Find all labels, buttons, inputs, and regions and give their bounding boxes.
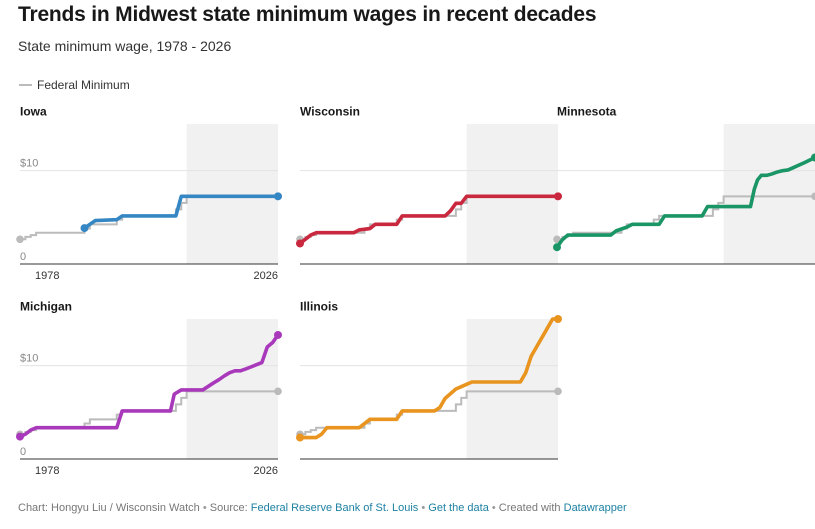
x-tick-label: 1978 bbox=[35, 465, 59, 477]
footer-datawrapper-link[interactable]: Datawrapper bbox=[563, 502, 627, 514]
state-line-illinois bbox=[298, 317, 560, 440]
highlight-band-iowa bbox=[186, 124, 278, 264]
panel-title-wisconsin: Wisconsin bbox=[300, 105, 360, 119]
highlight-band-illinois bbox=[466, 319, 558, 459]
state-line-michigan bbox=[18, 333, 280, 439]
panel-title-illinois: Illinois bbox=[300, 300, 338, 314]
state-start-point-wisconsin bbox=[296, 239, 304, 248]
federal-end-point-illinois bbox=[554, 387, 562, 396]
chart-subtitle: State minimum wage, 1978 - 2026 bbox=[18, 38, 232, 54]
footer: Chart: Hongyu Liu / Wisconsin Watch • So… bbox=[18, 502, 627, 514]
federal-minimum-line-iowa bbox=[20, 195, 278, 241]
panel-title-iowa: Iowa bbox=[20, 105, 47, 119]
y-tick-label: 0 bbox=[20, 251, 26, 263]
state-line-iowa bbox=[82, 194, 280, 230]
footer-source-label: Source: bbox=[209, 502, 248, 514]
x-tick-label: 2026 bbox=[254, 270, 278, 282]
state-start-point-minnesota bbox=[553, 243, 561, 252]
state-end-point-iowa bbox=[274, 192, 282, 201]
federal-start-point-minnesota bbox=[553, 235, 561, 244]
federal-end-point-michigan bbox=[274, 387, 282, 396]
state-start-point-iowa bbox=[80, 224, 89, 233]
panel-title-minnesota: Minnesota bbox=[557, 105, 617, 119]
state-line-wisconsin bbox=[298, 194, 560, 246]
footer-data-link[interactable]: Get the data bbox=[428, 502, 489, 514]
state-line-minnesota bbox=[555, 155, 815, 249]
footer-credit: Chart: Hongyu Liu / Wisconsin Watch bbox=[18, 502, 200, 514]
x-tick-label: 2026 bbox=[254, 465, 278, 477]
panel-title-michigan: Michigan bbox=[20, 300, 72, 314]
y-tick-label: $10 bbox=[20, 353, 38, 365]
highlight-band-minnesota bbox=[723, 124, 815, 264]
state-start-point-michigan bbox=[16, 432, 24, 441]
footer-created-label: Created with bbox=[498, 502, 561, 514]
federal-start-point-iowa bbox=[16, 235, 24, 244]
state-start-point-illinois bbox=[296, 433, 304, 442]
highlight-band-wisconsin bbox=[466, 124, 558, 264]
state-end-point-illinois bbox=[554, 315, 562, 323]
footer-source-link[interactable]: Federal Reserve Bank of St. Louis bbox=[250, 502, 419, 514]
state-end-point-wisconsin bbox=[554, 192, 562, 201]
y-tick-label: 0 bbox=[20, 446, 26, 458]
legend-label: Federal Minimum bbox=[37, 78, 130, 92]
y-tick-label: $10 bbox=[20, 158, 38, 170]
chart-title: Trends in Midwest state minimum wages in… bbox=[18, 3, 597, 26]
state-end-point-michigan bbox=[274, 330, 282, 339]
legend: Federal Minimum bbox=[19, 78, 130, 92]
state-end-point-minnesota bbox=[811, 153, 815, 162]
x-tick-label: 1978 bbox=[35, 270, 59, 282]
legend-swatch bbox=[19, 84, 32, 86]
federal-end-point-minnesota bbox=[811, 192, 815, 201]
